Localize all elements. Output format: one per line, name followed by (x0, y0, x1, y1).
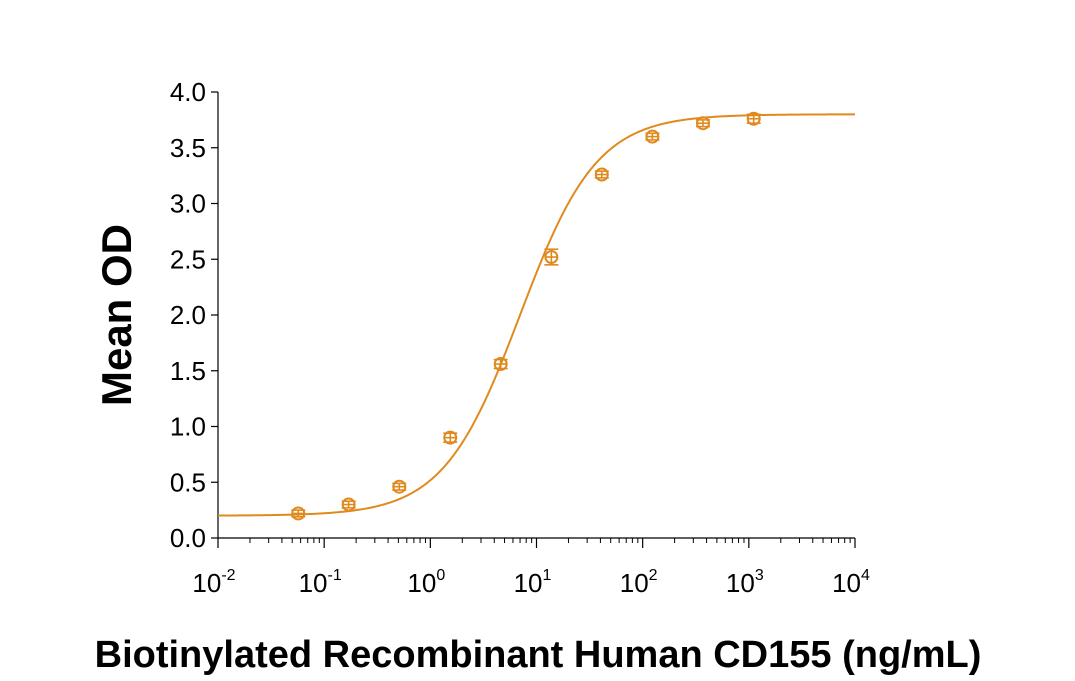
y-tick-label: 3.5 (170, 133, 206, 163)
x-tick-label: 101 (514, 567, 552, 598)
x-tick-exponent: -2 (221, 567, 235, 584)
y-tick-label: 2.5 (170, 244, 206, 274)
y-tick-label: 0.5 (170, 467, 206, 497)
data-point-group (443, 430, 458, 445)
x-tick-base: 10 (514, 568, 543, 598)
x-tick-labels: 10-2 10-1 100 101 102 103 104 (192, 567, 870, 598)
x-tick-label: 10-1 (299, 567, 342, 598)
x-tick-label: 104 (832, 567, 870, 598)
x-tick-exponent: 0 (436, 567, 445, 584)
x-tick-label: 102 (620, 567, 658, 598)
y-tick-label: 2.0 (170, 300, 206, 330)
data-point-group (645, 129, 660, 144)
data-point-group (695, 116, 710, 131)
x-tick-exponent: -1 (328, 567, 342, 584)
y-tick-label: 0.0 (170, 523, 206, 553)
data-point-group (392, 479, 407, 494)
x-tick-label: 103 (726, 567, 764, 598)
x-tick-base: 10 (726, 568, 755, 598)
data-points-layer (291, 111, 761, 521)
x-tick-base: 10 (832, 568, 861, 598)
x-tick-base: 10 (299, 568, 328, 598)
x-tick-exponent: 1 (543, 567, 552, 584)
data-point-group (746, 111, 761, 126)
data-point-group (594, 167, 609, 182)
axes (211, 91, 856, 548)
data-point-group (291, 506, 306, 521)
x-tick-base: 10 (620, 568, 649, 598)
x-axis-label: Biotinylated Recombinant Human CD155 (ng… (95, 634, 982, 676)
data-point-group (493, 357, 508, 372)
x-tick-base: 10 (192, 568, 221, 598)
x-tick-exponent: 4 (861, 567, 870, 584)
fit-curve (217, 113, 855, 517)
y-tick-labels: 0.0 0.5 1.0 1.5 2.0 2.5 3.0 3.5 4.0 (170, 77, 206, 553)
x-tick-label: 100 (407, 567, 445, 598)
y-axis-label: Mean OD (93, 224, 140, 406)
data-point-group (341, 497, 356, 512)
x-tick-label: 10-2 (192, 567, 235, 598)
y-tick-label: 3.0 (170, 189, 206, 219)
fit-curve-layer (217, 113, 855, 517)
x-tick-base: 10 (407, 568, 436, 598)
x-tick-exponent: 2 (649, 567, 658, 584)
x-tick-exponent: 3 (755, 567, 764, 584)
y-tick-label: 1.0 (170, 412, 206, 442)
y-tick-label: 4.0 (170, 77, 206, 107)
y-tick-label: 1.5 (170, 356, 206, 386)
data-point-group (544, 248, 559, 266)
